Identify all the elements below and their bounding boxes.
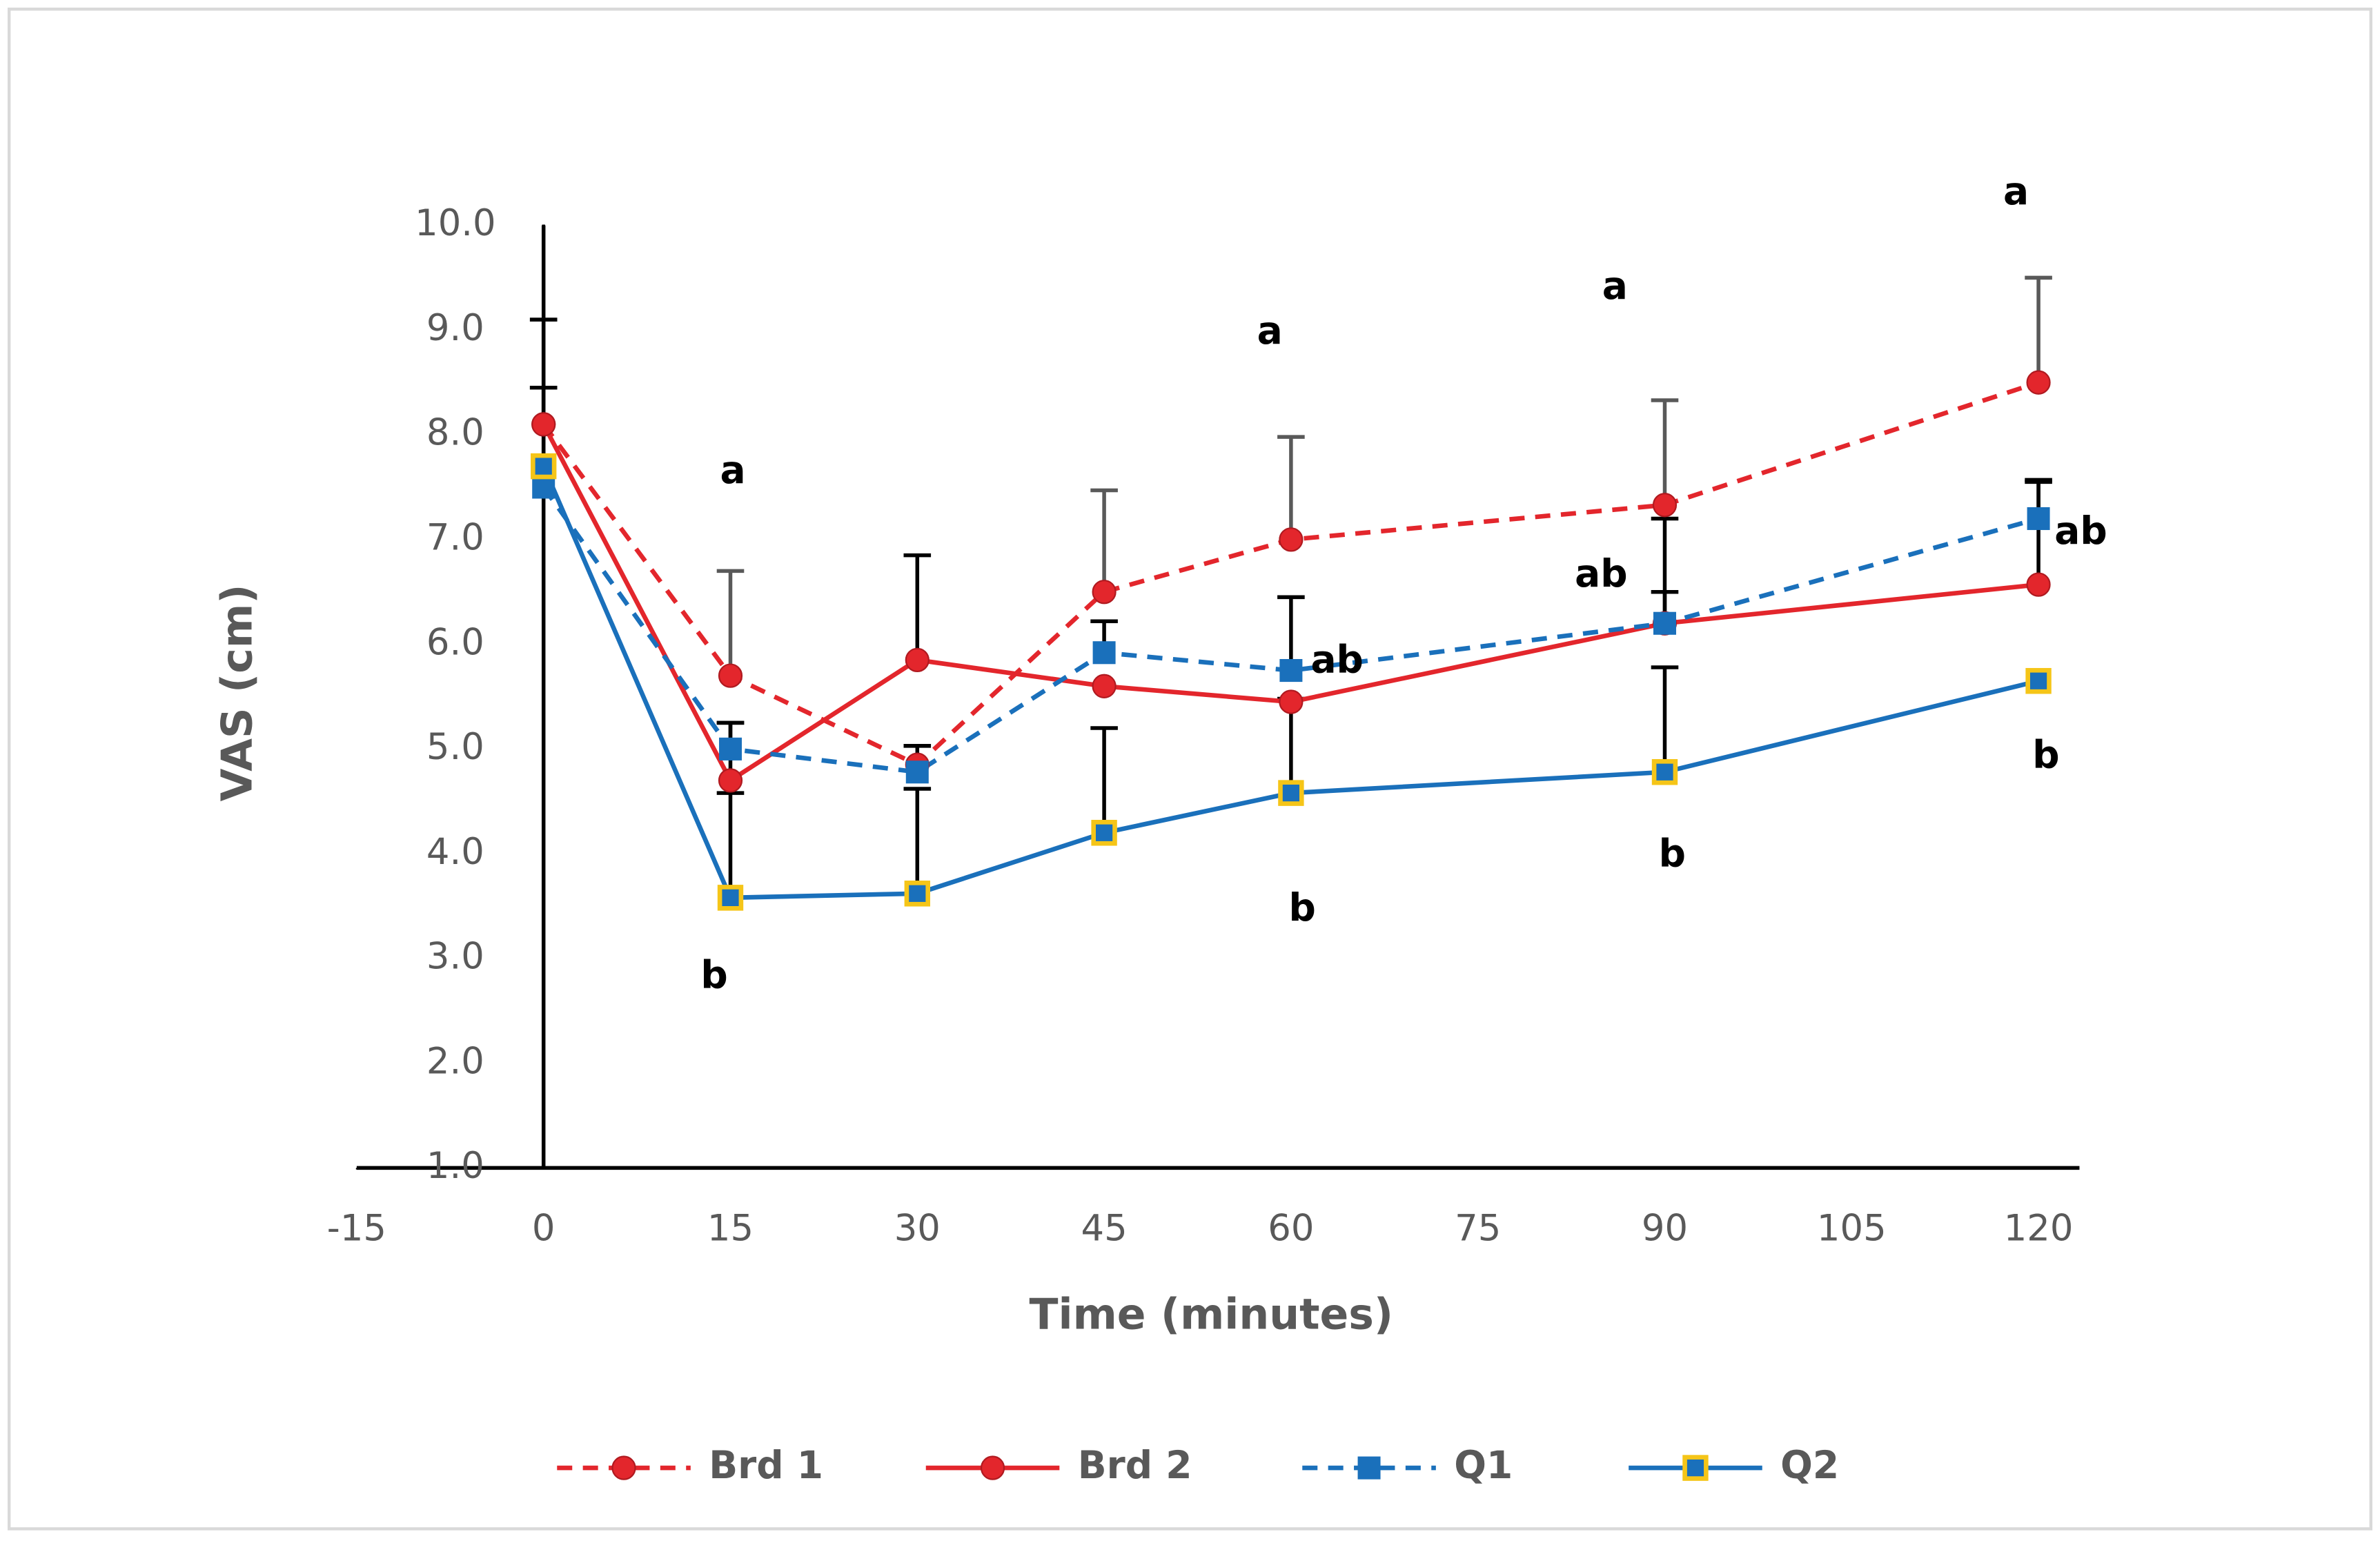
x-tick-label: 120 <box>2004 1207 2074 1249</box>
error-bar <box>716 569 745 676</box>
legend-label: Brd 1 <box>709 1443 823 1487</box>
annotation: a <box>720 448 746 492</box>
annotation: ab <box>2054 509 2107 553</box>
x-tick-label: 90 <box>1642 1207 1688 1249</box>
marker <box>717 885 744 911</box>
y-axis-label: VAS (cm) <box>213 585 262 802</box>
marker <box>1653 611 1676 635</box>
x-tick-label: 0 <box>532 1207 555 1249</box>
marker <box>905 647 930 673</box>
legend-marker <box>1357 1456 1381 1480</box>
y-tick-label: 7.0 <box>426 516 484 558</box>
legend-marker <box>611 1455 636 1480</box>
marker <box>531 412 556 437</box>
legend-label: Brd 2 <box>1078 1443 1192 1487</box>
y-tick-label: 5.0 <box>426 726 484 768</box>
x-tick-label: 105 <box>1817 1207 1887 1249</box>
x-tick-label: 30 <box>894 1207 941 1249</box>
marker <box>1091 820 1117 846</box>
marker <box>718 663 743 688</box>
error-bar <box>1651 398 1679 505</box>
error-bar <box>1090 488 1118 592</box>
marker <box>2027 507 2050 531</box>
marker <box>904 881 930 907</box>
marker <box>1279 658 1303 683</box>
annotation: ab <box>1575 551 1627 596</box>
marker <box>2026 572 2051 597</box>
error-bar <box>1090 726 1118 833</box>
y-tick-label: 10.0 <box>415 202 496 244</box>
y-tick-label: 1.0 <box>426 1145 484 1187</box>
y-tick-label: 3.0 <box>426 935 484 977</box>
marker <box>719 737 742 760</box>
annotation: a <box>1602 264 1628 308</box>
marker <box>905 760 929 784</box>
y-tick-label: 2.0 <box>426 1040 484 1082</box>
annotation: a <box>2003 169 2029 213</box>
x-tick-label: 45 <box>1081 1207 1128 1249</box>
annotation: ab <box>1310 637 1363 681</box>
marker <box>1092 580 1117 605</box>
legend-marker <box>1682 1455 1709 1481</box>
marker <box>531 453 557 480</box>
marker <box>2026 370 2051 395</box>
annotation: b <box>1659 831 1686 875</box>
annotation: b <box>700 952 727 997</box>
marker <box>1652 493 1678 518</box>
chart-frame <box>7 8 2373 1531</box>
x-axis-label: Time (minutes) <box>1030 1290 1394 1339</box>
error-bar <box>903 787 932 894</box>
x-tick-label: 60 <box>1268 1207 1314 1249</box>
error-bar <box>716 791 745 898</box>
x-tick-label: 15 <box>707 1207 754 1249</box>
error-bar <box>2025 275 2052 383</box>
marker <box>532 475 555 499</box>
error-bar <box>1651 665 1679 772</box>
marker <box>1279 527 1304 552</box>
y-tick-label: 8.0 <box>426 412 484 454</box>
x-tick-label: -15 <box>327 1207 386 1249</box>
legend-marker <box>980 1455 1005 1480</box>
legend-label: Q2 <box>1780 1443 1839 1487</box>
y-tick-label: 9.0 <box>426 307 484 349</box>
x-tick-label: 75 <box>1455 1207 1501 1249</box>
error-bar <box>1277 595 1305 671</box>
marker <box>1092 641 1116 665</box>
annotation: b <box>1288 885 1315 930</box>
marker <box>2025 667 2052 694</box>
marker <box>1651 758 1678 785</box>
y-tick-label: 6.0 <box>426 621 484 663</box>
marker <box>1278 780 1304 806</box>
annotation: a <box>1257 308 1283 353</box>
y-tick-label: 4.0 <box>426 831 484 873</box>
error-bar <box>903 553 932 660</box>
marker <box>718 768 743 793</box>
annotation: b <box>2032 733 2059 777</box>
marker <box>1092 674 1117 698</box>
legend-label: Q1 <box>1454 1443 1513 1487</box>
error-bar <box>1277 435 1305 540</box>
marker <box>1279 689 1304 714</box>
